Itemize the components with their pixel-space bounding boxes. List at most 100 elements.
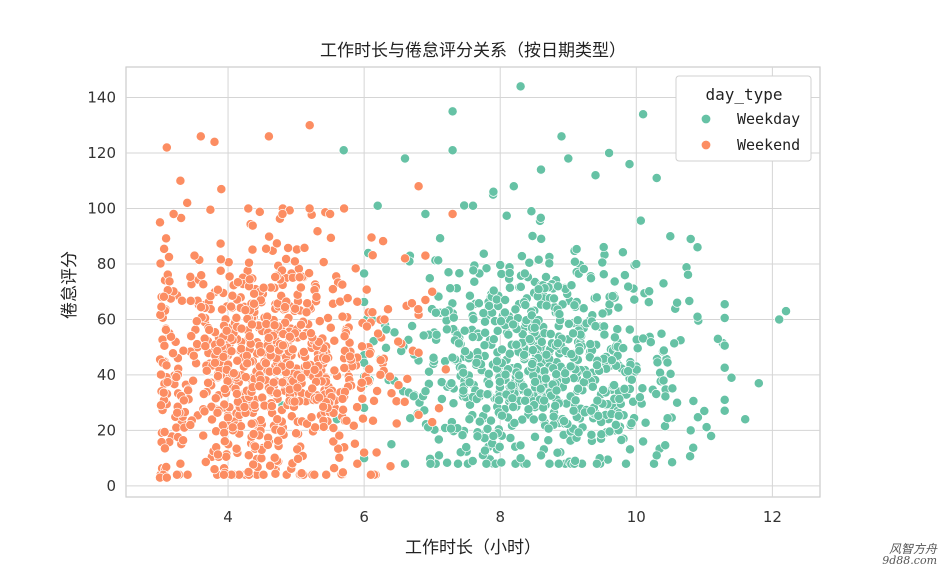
point-weekday (471, 357, 482, 368)
point-weekend (329, 335, 340, 346)
point-weekend (325, 232, 336, 243)
point-weekend (291, 428, 302, 439)
point-weekend (311, 291, 322, 302)
point-weekend (248, 429, 259, 439)
point-weekday (405, 413, 416, 424)
point-weekday (649, 458, 659, 469)
y-tick-label: 140 (87, 89, 116, 107)
point-weekday (590, 170, 601, 181)
point-weekday (719, 362, 730, 373)
point-weekend (309, 469, 320, 480)
point-weekday (565, 361, 576, 372)
point-weekend (178, 345, 189, 356)
point-weekday (607, 291, 618, 302)
point-weekday (586, 405, 597, 416)
point-weekday (497, 344, 507, 355)
point-weekday (651, 450, 662, 461)
point-weekend (314, 392, 325, 403)
point-weekend (413, 304, 424, 315)
point-weekend (188, 350, 199, 361)
point-weekday (685, 234, 696, 244)
point-weekend (231, 388, 242, 399)
point-weekday (624, 159, 635, 170)
point-weekday (480, 445, 490, 456)
point-weekday (494, 441, 505, 452)
point-weekday (662, 413, 673, 424)
point-weekday (453, 338, 464, 349)
point-weekend (302, 298, 313, 309)
point-weekday (541, 349, 552, 360)
point-weekday (467, 332, 478, 342)
point-weekend (337, 279, 348, 290)
point-weekday (625, 444, 635, 455)
point-weekday (599, 321, 610, 332)
point-weekend (196, 302, 207, 313)
point-weekday (514, 370, 525, 381)
point-weekday (494, 376, 505, 387)
point-weekday (719, 405, 730, 416)
point-weekday (672, 297, 683, 308)
point-weekday (753, 378, 764, 389)
point-weekday (457, 430, 468, 441)
point-weekday (530, 376, 541, 387)
point-weekend (182, 197, 193, 208)
point-weekday (428, 352, 439, 363)
point-weekend (385, 461, 396, 472)
point-weekday (596, 429, 607, 440)
point-weekday (445, 283, 456, 294)
point-weekend (178, 435, 189, 446)
point-weekday (626, 418, 637, 429)
point-weekend (228, 368, 239, 379)
point-weekday (545, 329, 556, 339)
point-weekday (535, 383, 546, 394)
point-weekend (205, 291, 216, 302)
point-weekday (635, 215, 646, 226)
point-weekend (182, 469, 193, 480)
point-weekday (520, 300, 531, 310)
point-weekend (243, 450, 254, 461)
point-weekend (391, 396, 402, 407)
point-weekday (515, 440, 526, 451)
point-weekday (508, 319, 519, 330)
point-weekday (500, 295, 511, 305)
point-weekend (196, 270, 207, 281)
point-weekend (248, 459, 259, 470)
point-weekend (161, 360, 172, 371)
point-weekday (665, 368, 676, 379)
point-weekend (299, 242, 310, 253)
point-weekend (312, 226, 323, 237)
point-weekend (250, 441, 261, 452)
point-weekend (379, 314, 390, 325)
point-weekday (529, 322, 540, 333)
point-weekday (435, 233, 446, 244)
point-weekend (328, 436, 339, 447)
point-weekend (277, 209, 288, 219)
point-weekday (609, 332, 620, 343)
point-weekend (254, 381, 265, 392)
point-weekday (553, 281, 563, 292)
point-weekend (236, 421, 246, 432)
point-weekend (244, 257, 254, 268)
point-weekend (185, 420, 196, 430)
point-weekday (536, 233, 547, 244)
point-weekday (685, 451, 696, 462)
point-weekday (550, 400, 561, 411)
point-weekend (266, 401, 277, 412)
point-weekday (563, 153, 574, 164)
point-weekend (207, 414, 217, 425)
point-weekend (262, 439, 273, 450)
point-weekday (621, 458, 631, 469)
y-tick-label: 40 (97, 366, 116, 384)
point-weekday (461, 442, 472, 453)
point-weekend (240, 305, 251, 316)
point-weekend (329, 365, 340, 376)
point-weekend (367, 250, 378, 261)
point-weekend (244, 274, 255, 285)
point-weekday (609, 276, 620, 287)
point-weekday (492, 356, 502, 367)
point-weekend (227, 422, 238, 433)
point-weekday (467, 456, 478, 466)
point-weekend (383, 304, 393, 315)
point-weekday (692, 311, 703, 322)
